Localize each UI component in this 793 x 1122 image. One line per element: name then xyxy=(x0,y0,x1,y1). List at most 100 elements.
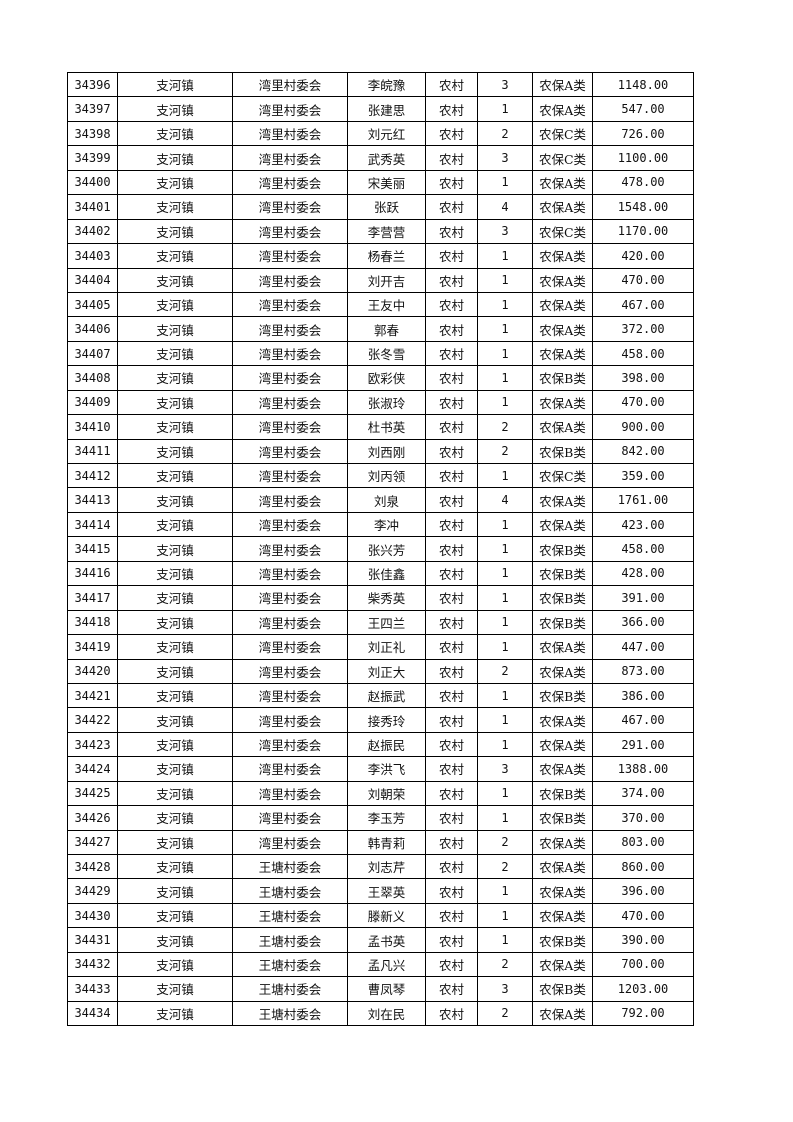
insurance-category-cell: 农保B类 xyxy=(532,976,593,1002)
amount-cell: 842.00 xyxy=(592,438,694,465)
name-cell: 滕新义 xyxy=(347,902,426,929)
name-cell: 王友中 xyxy=(347,291,426,318)
record-id-cell: 34420 xyxy=(67,658,118,684)
family-size-cell: 2 xyxy=(477,829,533,856)
table-row: 34418 支河镇 湾里村委会 王四兰 农村 1 农保B类 366.00 xyxy=(67,609,694,636)
village-committee-cell: 湾里村委会 xyxy=(232,487,348,513)
town-cell: 支河镇 xyxy=(117,243,233,269)
name-cell: 刘西刚 xyxy=(347,438,426,465)
name-cell: 刘泉 xyxy=(347,487,426,513)
record-id-cell: 34432 xyxy=(67,951,118,978)
table-row: 34414 支河镇 湾里村委会 李冲 农村 1 农保A类 423.00 xyxy=(67,511,694,538)
family-size-cell: 1 xyxy=(477,878,533,904)
record-id-cell: 34408 xyxy=(67,365,118,391)
family-size-cell: 2 xyxy=(477,853,533,880)
village-committee-cell: 湾里村委会 xyxy=(232,658,348,684)
village-committee-cell: 湾里村委会 xyxy=(232,194,348,220)
family-size-cell: 1 xyxy=(477,927,533,953)
table-row: 34432 支河镇 王塘村委会 孟凡兴 农村 2 农保A类 700.00 xyxy=(67,951,694,978)
table-row: 34407 支河镇 湾里村委会 张冬雪 农村 1 农保A类 458.00 xyxy=(67,340,694,367)
name-cell: 刘志芹 xyxy=(347,853,426,880)
village-committee-cell: 湾里村委会 xyxy=(232,609,348,636)
amount-cell: 1548.00 xyxy=(592,194,694,220)
family-size-cell: 2 xyxy=(477,438,533,465)
amount-cell: 873.00 xyxy=(592,658,694,684)
insurance-category-cell: 农保B类 xyxy=(532,560,593,587)
record-id-cell: 34409 xyxy=(67,389,118,416)
village-committee-cell: 湾里村委会 xyxy=(232,243,348,269)
name-cell: 刘在民 xyxy=(347,1000,426,1027)
name-cell: 郭春 xyxy=(347,316,426,342)
family-size-cell: 1 xyxy=(477,511,533,538)
insurance-category-cell: 农保A类 xyxy=(532,902,593,929)
amount-cell: 374.00 xyxy=(592,780,694,807)
village-committee-cell: 湾里村委会 xyxy=(232,829,348,856)
household-type-cell: 农村 xyxy=(425,291,478,318)
household-type-cell: 农村 xyxy=(425,462,478,489)
record-id-cell: 34410 xyxy=(67,414,118,440)
household-type-cell: 农村 xyxy=(425,218,478,245)
name-cell: 张佳鑫 xyxy=(347,560,426,587)
family-size-cell: 1 xyxy=(477,389,533,416)
record-id-cell: 34416 xyxy=(67,560,118,587)
table-row: 34413 支河镇 湾里村委会 刘泉 农村 4 农保A类 1761.00 xyxy=(67,487,694,513)
household-type-cell: 农村 xyxy=(425,365,478,391)
family-size-cell: 1 xyxy=(477,243,533,269)
amount-cell: 547.00 xyxy=(592,96,694,122)
table-row: 34421 支河镇 湾里村委会 赵振武 农村 1 农保B类 386.00 xyxy=(67,682,694,709)
name-cell: 刘丙领 xyxy=(347,462,426,489)
insurance-category-cell: 农保A类 xyxy=(532,878,593,904)
amount-cell: 792.00 xyxy=(592,1000,694,1027)
household-type-cell: 农村 xyxy=(425,634,478,660)
village-committee-cell: 湾里村委会 xyxy=(232,462,348,489)
record-id-cell: 34399 xyxy=(67,145,118,171)
town-cell: 支河镇 xyxy=(117,805,233,831)
family-size-cell: 1 xyxy=(477,560,533,587)
table-row: 34419 支河镇 湾里村委会 刘正礼 农村 1 农保A类 447.00 xyxy=(67,634,694,660)
table-row: 34412 支河镇 湾里村委会 刘丙领 农村 1 农保C类 359.00 xyxy=(67,462,694,489)
family-size-cell: 2 xyxy=(477,1000,533,1027)
records-table-body: 34396 支河镇 湾里村委会 李皖豫 农村 3 农保A类 1148.00 34397 支河镇 湾里… xyxy=(67,71,694,1027)
household-type-cell: 农村 xyxy=(425,194,478,220)
table-row: 34401 支河镇 湾里村委会 张跃 农村 4 农保A类 1548.00 xyxy=(67,194,694,220)
insurance-category-cell: 农保B类 xyxy=(532,365,593,391)
table-row: 34422 支河镇 湾里村委会 接秀玲 农村 1 农保A类 467.00 xyxy=(67,707,694,733)
table-row: 34406 支河镇 湾里村委会 郭春 农村 1 农保A类 372.00 xyxy=(67,316,694,342)
amount-cell: 470.00 xyxy=(592,902,694,929)
table-row: 34429 支河镇 王塘村委会 王翠英 农村 1 农保A类 396.00 xyxy=(67,878,694,904)
record-id-cell: 34423 xyxy=(67,731,118,758)
table-row: 34405 支河镇 湾里村委会 王友中 农村 1 农保A类 467.00 xyxy=(67,291,694,318)
table-row: 34430 支河镇 王塘村委会 滕新义 农村 1 农保A类 470.00 xyxy=(67,902,694,929)
record-id-cell: 34428 xyxy=(67,853,118,880)
record-id-cell: 34396 xyxy=(67,71,118,98)
town-cell: 支河镇 xyxy=(117,536,233,562)
town-cell: 支河镇 xyxy=(117,145,233,171)
family-size-cell: 3 xyxy=(477,145,533,171)
village-committee-cell: 湾里村委会 xyxy=(232,414,348,440)
household-type-cell: 农村 xyxy=(425,609,478,636)
name-cell: 张建思 xyxy=(347,96,426,122)
village-committee-cell: 湾里村委会 xyxy=(232,145,348,171)
family-size-cell: 1 xyxy=(477,340,533,367)
name-cell: 张兴芳 xyxy=(347,536,426,562)
town-cell: 支河镇 xyxy=(117,71,233,98)
record-id-cell: 34424 xyxy=(67,756,118,782)
insurance-category-cell: 农保A类 xyxy=(532,194,593,220)
insurance-category-cell: 农保A类 xyxy=(532,1000,593,1027)
village-committee-cell: 王塘村委会 xyxy=(232,853,348,880)
family-size-cell: 1 xyxy=(477,634,533,660)
record-id-cell: 34403 xyxy=(67,243,118,269)
town-cell: 支河镇 xyxy=(117,976,233,1002)
insurance-category-cell: 农保A类 xyxy=(532,853,593,880)
village-committee-cell: 湾里村委会 xyxy=(232,536,348,562)
name-cell: 曹凤琴 xyxy=(347,976,426,1002)
insurance-category-cell: 农保A类 xyxy=(532,511,593,538)
record-id-cell: 34422 xyxy=(67,707,118,733)
town-cell: 支河镇 xyxy=(117,511,233,538)
insurance-category-cell: 农保C类 xyxy=(532,120,593,147)
town-cell: 支河镇 xyxy=(117,609,233,636)
amount-cell: 423.00 xyxy=(592,511,694,538)
name-cell: 刘元红 xyxy=(347,120,426,147)
household-type-cell: 农村 xyxy=(425,658,478,684)
record-id-cell: 34401 xyxy=(67,194,118,220)
